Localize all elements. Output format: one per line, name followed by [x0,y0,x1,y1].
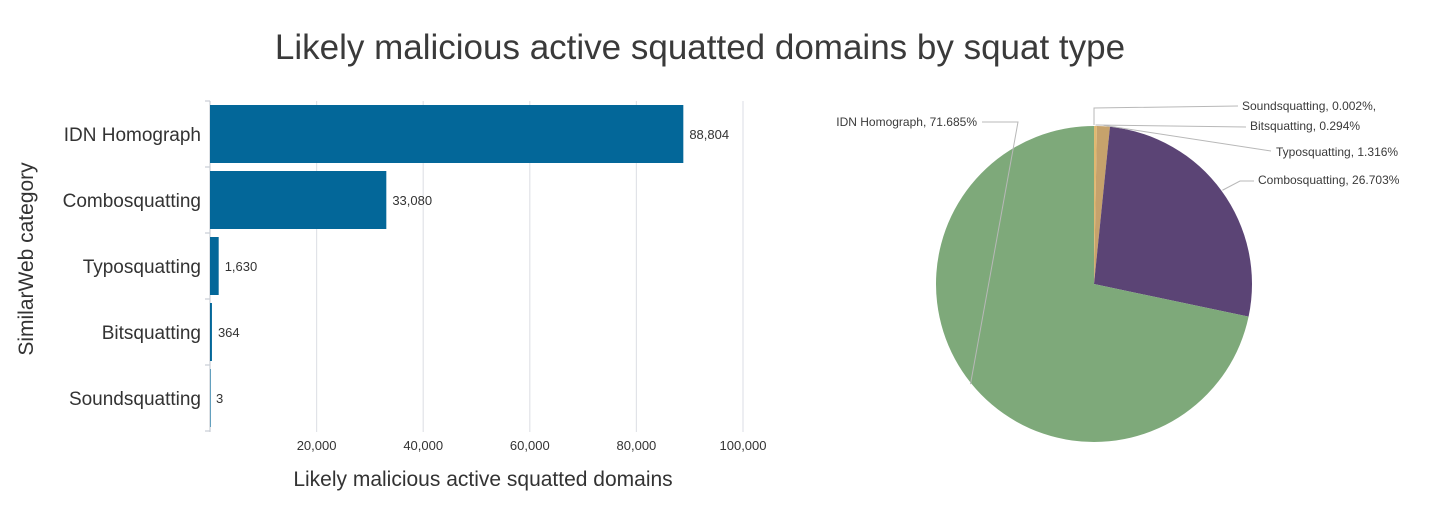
category-label-typosquatting: Typosquatting [83,257,201,278]
pie-label-typosquatting: Typosquatting, 1.316% [1276,145,1398,159]
leader-line-soundsquatting [1093,105,1239,125]
bar-typosquatting [210,237,219,295]
bar-series [210,105,684,427]
y-axis-ticks [205,100,210,432]
leader-line-typosquatting [1103,124,1272,152]
leader-line-idn-homograph [969,121,1019,385]
x-tick-label-20000: 20,000 [297,438,337,453]
x-tick-labels: 20,000 40,000 60,000 80,000 100,000 [297,438,767,453]
x-tick-label-40000: 40,000 [403,438,443,453]
bar-idn-homograph [210,105,684,163]
value-labels: 88,804 33,080 1,630 364 3 [216,127,729,406]
pie-label-idn-homograph: IDN Homograph, 71.685% [836,115,977,129]
x-tick-label-80000: 80,000 [617,438,657,453]
pie-chart: Soundsquatting, 0.002%, Bitsquatting, 0.2… [836,99,1400,443]
category-label-combosquatting: Combosquatting [63,191,201,212]
bar-combosquatting [210,171,387,229]
leader-line-bitsquatting [1095,124,1247,128]
pie-labels: Soundsquatting, 0.002%, Bitsquatting, 0.2… [836,99,1400,187]
value-label-soundsquatting: 3 [216,391,223,406]
chart-title: Likely malicious active squatted domains… [274,28,1126,67]
pie-label-soundsquatting: Soundsquatting, 0.002%, [1242,99,1376,113]
value-label-typosquatting: 1,630 [225,259,258,274]
pie-slices [936,126,1252,443]
value-label-idn-homograph: 88,804 [689,127,729,142]
category-label-soundsquatting: Soundsquatting [69,389,201,410]
bar-soundsquatting [210,369,211,427]
bar-chart: IDN Homograph Combosquatting Typosquatting… [15,100,767,491]
bar-bitsquatting [210,303,212,361]
x-tick-label-60000: 60,000 [510,438,550,453]
pie-slice-typosquatting [1094,126,1110,284]
category-labels: IDN Homograph Combosquatting Typosquatting… [63,125,201,410]
value-label-combosquatting: 33,080 [392,193,432,208]
pie-slice-bitsquatting [1094,126,1097,284]
pie-label-combosquatting: Combosquatting, 26.703% [1258,173,1400,187]
pie-slice-combosquatting [1094,126,1252,317]
y-axis-title: SimilarWeb category [15,162,38,356]
pie-leader-lines [969,105,1272,385]
x-axis-title: Likely malicious active squatted domains [293,468,672,491]
pie-label-bitsquatting: Bitsquatting, 0.294% [1250,119,1360,133]
category-label-idn-homograph: IDN Homograph [64,125,201,146]
x-tick-label-100000: 100,000 [720,438,767,453]
category-label-bitsquatting: Bitsquatting [102,323,201,344]
value-label-bitsquatting: 364 [218,325,240,340]
pie-slice-idn-homograph [936,126,1249,443]
leader-line-combosquatting [1222,180,1254,191]
